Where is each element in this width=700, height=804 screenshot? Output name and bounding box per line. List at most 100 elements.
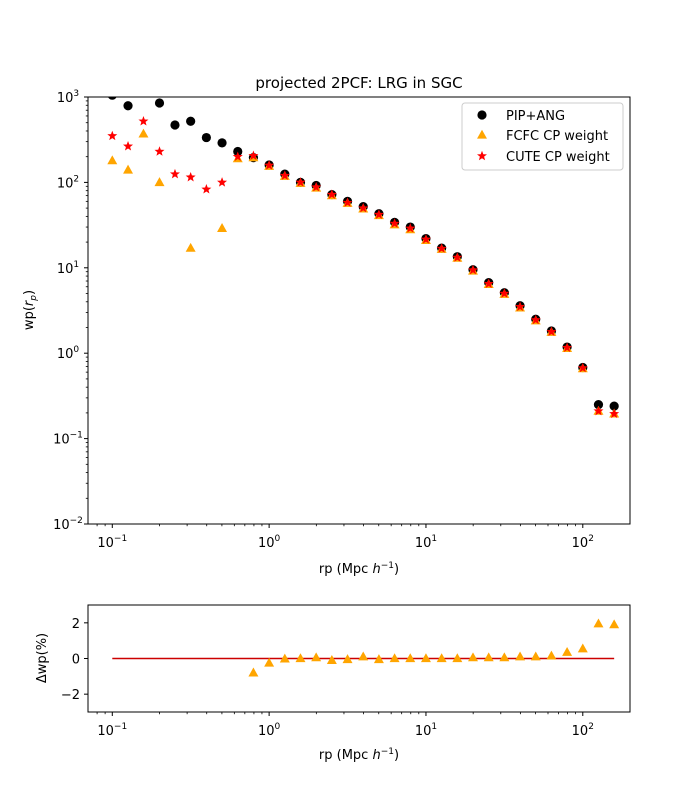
main-plot-area bbox=[87, 96, 631, 525]
main-x-axis-label: rp (Mpc h−1) bbox=[319, 561, 399, 577]
main-y-ticks: 10−2 10−1 100 101 102 103 bbox=[53, 89, 88, 533]
x-tick-label: 101 bbox=[415, 534, 437, 551]
y-tick-label: 101 bbox=[57, 260, 79, 277]
data-point-cute-cp-weight bbox=[468, 264, 478, 275]
data-point-residual bbox=[279, 653, 290, 663]
legend-markers bbox=[477, 110, 487, 161]
data-point-cute-cp-weight bbox=[201, 184, 212, 194]
series-cute-cp-weight bbox=[107, 116, 620, 419]
data-point-residual bbox=[405, 653, 416, 663]
legend-entry-fcfc-cp-weight: FCFC CP weight bbox=[506, 129, 608, 144]
data-point-cute-cp-weight bbox=[138, 116, 149, 126]
data-point-fcfc-cp-weight bbox=[154, 177, 165, 187]
data-point-residual bbox=[499, 652, 510, 662]
data-point-cute-cp-weight bbox=[609, 408, 620, 419]
data-point-cute-cp-weight bbox=[389, 218, 400, 228]
data-point-pip-ang bbox=[201, 132, 211, 143]
data-point-cute-cp-weight bbox=[217, 177, 228, 187]
data-point-residual bbox=[373, 654, 384, 664]
data-point-pip-ang bbox=[154, 98, 165, 108]
data-point-cute-cp-weight bbox=[264, 160, 275, 170]
residual-x-tick-label: 102 bbox=[572, 722, 594, 739]
y-tick-label: 10−1 bbox=[53, 431, 83, 448]
data-point-residual bbox=[562, 647, 573, 656]
data-point-cute-cp-weight bbox=[593, 405, 604, 416]
data-point-residual bbox=[358, 651, 369, 661]
data-point-residual bbox=[609, 619, 620, 629]
data-point-residual bbox=[342, 654, 353, 664]
data-point-cute-cp-weight bbox=[107, 130, 118, 141]
main-title: projected 2PCF: LRG in SGC bbox=[255, 74, 462, 92]
residual-x-tick-label: 10−1 bbox=[97, 722, 127, 739]
residual-y-tick-label: 0 bbox=[72, 653, 80, 668]
legend-marker-fcfc-cp-weight bbox=[477, 129, 487, 139]
data-point-cute-cp-weight bbox=[530, 314, 541, 325]
data-point-fcfc-cp-weight bbox=[185, 242, 196, 252]
data-point-residual bbox=[248, 667, 259, 677]
main-data-points bbox=[107, 97, 620, 419]
data-point-cute-cp-weight bbox=[405, 223, 416, 233]
y-tick-label: 10−2 bbox=[53, 516, 83, 533]
residual-y-ticks: −2 0 2 bbox=[61, 617, 88, 703]
data-point-cute-cp-weight bbox=[499, 288, 510, 298]
data-point-pip-ang bbox=[123, 101, 133, 111]
data-point-cute-cp-weight bbox=[546, 326, 557, 337]
data-point-cute-cp-weight bbox=[232, 151, 243, 161]
data-point-pip-ang bbox=[593, 400, 604, 410]
data-point-cute-cp-weight bbox=[169, 168, 180, 179]
data-point-residual bbox=[546, 650, 557, 660]
data-point-residual bbox=[577, 643, 588, 653]
residual-data bbox=[112, 618, 620, 677]
residual-x-ticks: 10−1 100 101 102 bbox=[96, 712, 594, 739]
data-point-cute-cp-weight bbox=[342, 197, 353, 207]
data-point-pip-ang bbox=[108, 97, 117, 100]
data-point-pip-ang bbox=[609, 401, 619, 411]
data-point-residual bbox=[468, 652, 478, 662]
data-point-residual bbox=[483, 652, 494, 662]
data-point-cute-cp-weight bbox=[154, 146, 165, 156]
data-point-residual bbox=[593, 618, 604, 628]
main-panel: projected 2PCF: LRG in SGC 10−1 100 101 102… bbox=[22, 74, 631, 577]
residual-x-axis-label: rp (Mpc h−1) bbox=[319, 747, 399, 763]
data-point-fcfc-cp-weight bbox=[123, 164, 134, 174]
data-point-fcfc-cp-weight bbox=[138, 128, 149, 138]
y-tick-label: 102 bbox=[57, 174, 79, 191]
x-tick-label: 10−1 bbox=[97, 534, 127, 551]
data-point-cute-cp-weight bbox=[279, 170, 290, 180]
legend: PIP+ANG FCFC CP weight CUTE CP weight bbox=[461, 102, 624, 171]
data-point-cute-cp-weight bbox=[326, 189, 337, 199]
data-point-cute-cp-weight bbox=[562, 342, 573, 352]
data-point-cute-cp-weight bbox=[248, 150, 259, 161]
data-point-residual bbox=[264, 657, 275, 667]
residual-plot-area bbox=[87, 604, 631, 713]
y-tick-label: 103 bbox=[57, 89, 79, 106]
legend-entry-pip-ang: PIP+ANG bbox=[506, 109, 565, 124]
data-point-residual bbox=[420, 653, 431, 663]
data-point-cute-cp-weight bbox=[373, 209, 384, 219]
legend-marker-pip-ang bbox=[477, 110, 487, 120]
data-point-pip-ang bbox=[170, 120, 180, 130]
residual-panel: 10−1 100 101 102 −2 0 2 rp (Mpc h−1) Δwp(%) bbox=[35, 604, 631, 763]
legend-marker-cute-cp-weight bbox=[477, 150, 487, 161]
residual-y-tick-label: −2 bbox=[61, 688, 80, 703]
x-tick-label: 102 bbox=[572, 534, 594, 551]
residual-y-tick-label: 2 bbox=[72, 617, 80, 632]
data-point-cute-cp-weight bbox=[420, 234, 431, 244]
data-point-cute-cp-weight bbox=[123, 141, 134, 151]
data-point-pip-ang bbox=[186, 116, 196, 126]
data-point-cute-cp-weight bbox=[295, 177, 306, 187]
data-point-residual bbox=[452, 653, 463, 663]
data-point-fcfc-cp-weight bbox=[107, 155, 118, 165]
data-point-residual bbox=[311, 652, 322, 662]
legend-entry-cute-cp-weight: CUTE CP weight bbox=[506, 150, 610, 165]
data-point-cute-cp-weight bbox=[358, 202, 369, 213]
data-point-cute-cp-weight bbox=[577, 362, 588, 373]
y-tick-label: 100 bbox=[57, 345, 80, 362]
data-point-cute-cp-weight bbox=[483, 278, 494, 289]
residual-y-axis-label: Δwp(%) bbox=[35, 633, 50, 683]
data-point-cute-cp-weight bbox=[452, 252, 463, 262]
residual-x-tick-label: 101 bbox=[415, 722, 437, 739]
residual-x-tick-label: 100 bbox=[258, 722, 281, 739]
data-point-residual bbox=[295, 653, 306, 663]
